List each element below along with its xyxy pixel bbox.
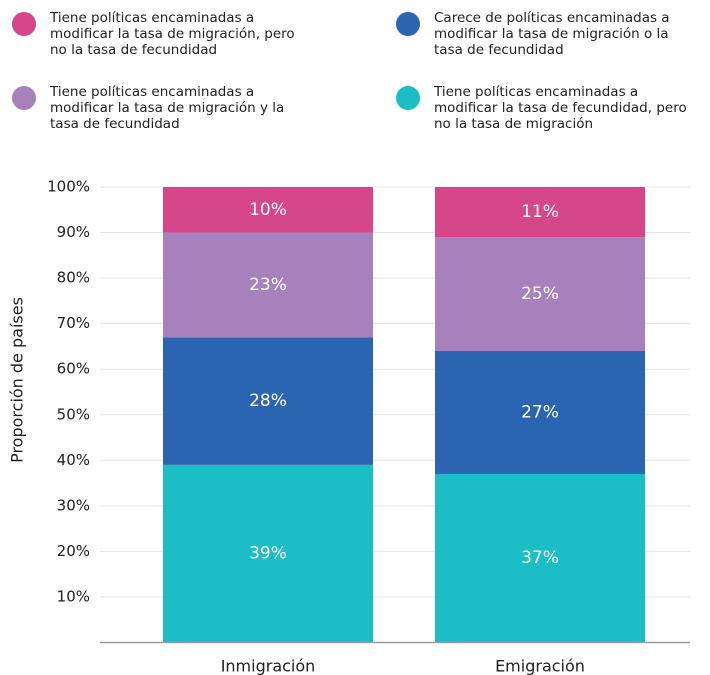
y-tick-label: 20%	[57, 542, 90, 560]
y-tick-label: 30%	[57, 496, 90, 514]
y-tick-label: 80%	[57, 269, 90, 287]
legend-label: Carece de políticas encaminadas a modifi…	[434, 10, 670, 58]
legend-label: Tiene políticas encaminadas a modificar …	[50, 84, 285, 132]
value-label: 39%	[249, 544, 287, 564]
y-tick-label: 40%	[57, 451, 90, 469]
value-label: 23%	[249, 275, 287, 295]
y-tick-label: 90%	[57, 223, 90, 241]
bar-segment	[163, 232, 373, 338]
value-label: 37%	[521, 548, 559, 568]
y-tick-label: 70%	[57, 314, 90, 332]
bar-segment	[163, 464, 373, 643]
legend-marker	[12, 12, 36, 36]
value-label: 25%	[521, 284, 559, 304]
value-label: 10%	[249, 200, 287, 220]
value-label: 27%	[521, 402, 559, 422]
value-label: 11%	[521, 202, 559, 222]
bar-segment	[435, 237, 645, 351]
bar-segment	[163, 337, 373, 465]
legend-marker	[396, 86, 420, 110]
y-axis-label: Proporción de países	[8, 297, 27, 463]
x-tick-label: Inmigración	[221, 657, 316, 675]
y-tick-label: 10%	[57, 587, 90, 605]
bar-segment	[435, 187, 645, 238]
value-label: 28%	[249, 391, 287, 411]
bar-segment	[435, 350, 645, 474]
x-tick-label: Emigración	[495, 657, 585, 675]
y-tick-label: 50%	[57, 405, 90, 423]
bar-segment	[163, 187, 373, 233]
legend-label: Tiene políticas encaminadas a modificar …	[50, 10, 295, 58]
y-tick-label: 100%	[47, 178, 90, 196]
legend-marker	[396, 12, 420, 36]
legend-marker	[12, 86, 36, 110]
bar-segment	[435, 473, 645, 643]
y-tick-label: 60%	[57, 360, 90, 378]
legend-label: Tiene políticas encaminadas a modificar …	[434, 84, 687, 132]
